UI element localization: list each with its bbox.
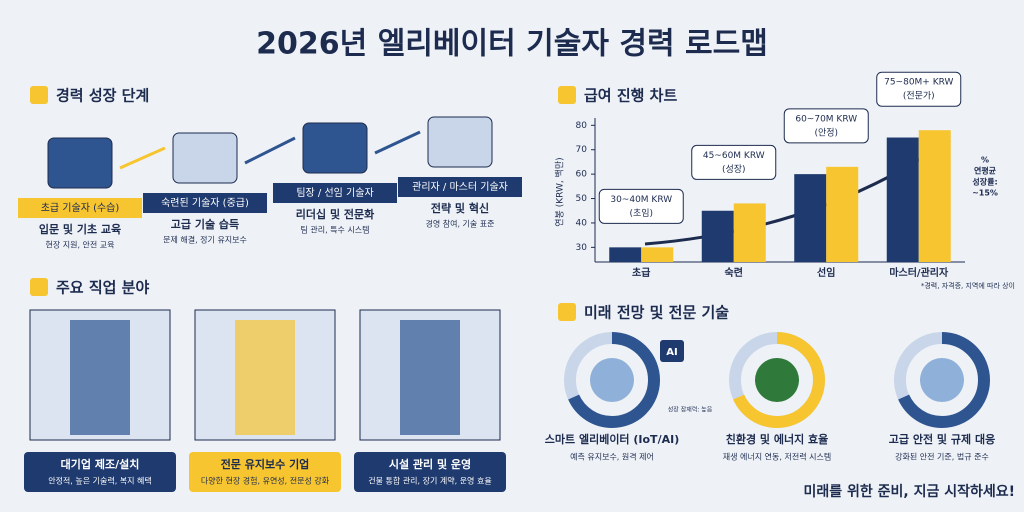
stage-detail: 팀 관리, 특수 시스템 — [300, 225, 369, 235]
donut-arc — [729, 332, 825, 428]
y-tick-label: 30 — [576, 243, 588, 253]
x-tick-label: 숙련 — [725, 266, 743, 279]
job-detail: 다양한 현장 경험, 유연성, 전문성 강화 — [201, 476, 330, 486]
section-icon — [30, 86, 48, 104]
section-title: 경력 성장 단계 — [56, 87, 149, 105]
y-tick-label: 50 — [576, 194, 588, 204]
future-label: 고급 안전 및 규제 대응 — [889, 432, 995, 446]
job-detail: 건물 통합 관리, 장기 계약, 운영 효율 — [368, 476, 491, 486]
job-card — [354, 452, 506, 492]
bar — [701, 210, 734, 262]
x-tick-label: 선임 — [817, 266, 835, 279]
stage-illustration — [427, 116, 493, 168]
stage-detail: 경영 참여, 기술 표준 — [425, 219, 494, 229]
callout-box — [783, 108, 869, 144]
growth-text: 연평균 — [974, 166, 997, 176]
callout-text: 30~40M KRW — [610, 195, 672, 205]
stage-ribbon — [18, 198, 142, 218]
donut-icon — [755, 358, 799, 402]
page-title: 2026년 엘리베이터 기술자 경력 로드맵 — [256, 27, 768, 62]
callout-text: 60~70M KRW — [795, 114, 857, 124]
donut-icon — [590, 358, 634, 402]
y-tick-label: 70 — [576, 145, 588, 155]
section-icon — [558, 303, 576, 321]
bar — [609, 247, 642, 262]
stage-ribbon — [398, 177, 522, 197]
callout-box — [598, 188, 684, 224]
callout-text: 75~80M+ KRW — [884, 78, 953, 88]
job-label: 전문 유지보수 기업 — [221, 457, 310, 471]
chart-note: *경력, 자격증, 지역에 따라 상이 — [921, 281, 1015, 290]
job-label: 대기업 제조/설치 — [61, 457, 140, 471]
callout-text: (성장) — [722, 164, 746, 175]
bar — [733, 203, 766, 262]
callout-text: 45~60M KRW — [703, 151, 765, 161]
job-card — [189, 452, 341, 492]
job-label: 시설 관리 및 운영 — [389, 457, 471, 471]
stage-heading: 입문 및 기초 교육 — [39, 222, 121, 236]
future-detail: 강화된 안전 기준, 법규 준수 — [895, 452, 989, 462]
y-tick-label: 40 — [576, 218, 588, 228]
donut-arc — [894, 332, 990, 428]
stage-ribbon — [143, 193, 267, 213]
section-icon — [30, 278, 48, 296]
potential-label: 성장 잠재력: 높음 — [668, 406, 713, 414]
job-detail: 안정적, 높은 기술력, 복지 혜택 — [48, 476, 152, 486]
stage-detail: 문제 해결, 정기 유지보수 — [163, 235, 247, 245]
ai-chip — [660, 340, 684, 362]
section-title: 미래 전망 및 전문 기술 — [584, 304, 729, 322]
stage-label: 팀장 / 선임 기술자 — [296, 186, 373, 199]
future-label: 친환경 및 에너지 효율 — [726, 432, 829, 446]
y-axis-label: 연봉 (KRW, 백만) — [555, 157, 566, 226]
callout-text: (초임) — [629, 207, 653, 219]
x-tick-label: 마스터/관리자 — [889, 266, 949, 279]
future-label: 스마트 엘리베이터 (IoT/AI) — [545, 432, 679, 446]
section-title: 급여 진행 차트 — [584, 87, 677, 105]
stage-arrow — [374, 130, 421, 155]
bar — [886, 137, 919, 262]
x-tick-label: 초급 — [632, 266, 650, 279]
growth-text: % — [981, 156, 989, 165]
y-tick-label: 80 — [576, 121, 588, 131]
stage-heading: 전략 및 혁신 — [431, 201, 489, 215]
stage-label: 관리자 / 마스터 기술자 — [412, 181, 508, 193]
bar — [826, 166, 859, 262]
callout-text: (안정) — [814, 127, 838, 138]
future-detail: 재생 에너지 연동, 저전력 시스템 — [723, 452, 831, 462]
job-card — [24, 452, 176, 492]
stage-ribbon — [273, 183, 397, 203]
section-icon — [558, 86, 576, 104]
callout-box — [876, 71, 962, 107]
stage-detail: 현장 지원, 안전 교육 — [45, 240, 114, 250]
bar — [641, 247, 674, 262]
growth-text: ~15% — [972, 189, 998, 198]
job-building — [235, 320, 295, 435]
bar — [794, 174, 827, 262]
future-detail: 예측 유지보수, 원격 제어 — [570, 452, 654, 462]
stage-illustration — [172, 132, 238, 184]
closing: 미래를 위한 준비, 지금 시작하세요! — [803, 483, 1015, 500]
job-building — [400, 320, 460, 435]
job-building — [70, 320, 130, 435]
donut-icon — [920, 358, 964, 402]
ai-text: AI — [666, 347, 677, 358]
growth-text: 성장률: — [972, 177, 997, 187]
stage-heading: 리더십 및 전문화 — [296, 207, 375, 221]
y-tick-label: 60 — [576, 170, 588, 180]
stage-illustration — [302, 122, 368, 174]
stage-arrow — [244, 136, 296, 165]
stage-heading: 고급 기술 습득 — [171, 217, 239, 231]
section-title: 주요 직업 분야 — [56, 279, 149, 297]
stage-label: 초급 기술자 (수습) — [41, 202, 120, 214]
stage-label: 숙련된 기술자 (중급) — [161, 197, 249, 209]
callout-box — [691, 144, 777, 180]
stage-arrow — [119, 146, 166, 170]
donut-arc — [564, 332, 660, 428]
bar — [918, 130, 951, 262]
callout-text: (전문가) — [903, 91, 935, 102]
stage-illustration — [47, 137, 113, 189]
